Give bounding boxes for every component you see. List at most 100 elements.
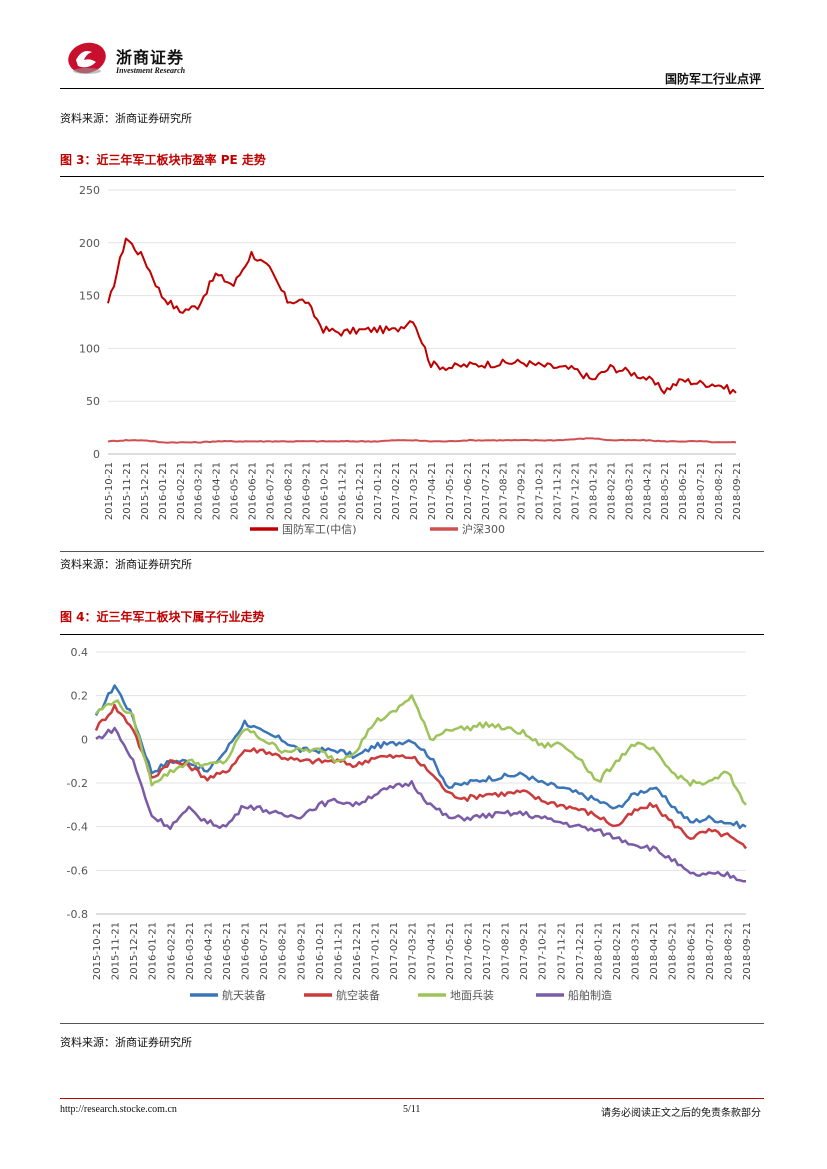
legend-label: 地面兵装 [450, 989, 494, 1002]
x-tick-label: 2016-07-21 [265, 462, 276, 520]
x-tick-label: 2015-12-21 [140, 462, 151, 520]
figure4-title: 图 4：近三年军工板块下属子行业走势 [60, 610, 265, 624]
x-tick-label: 2018-04-21 [649, 922, 660, 980]
x-tick-label: 2017-03-21 [409, 462, 420, 520]
figure4-source: 资料来源：浙商证券研究所 [60, 1036, 192, 1049]
series-line [94, 694, 747, 806]
y-tick-label: -0.6 [67, 864, 88, 877]
y-tick-label: -0.4 [67, 821, 88, 834]
x-tick-label: 2015-10-21 [92, 922, 103, 980]
x-tick-label: 2016-04-21 [203, 922, 214, 980]
x-tick-label: 2016-08-21 [278, 922, 289, 980]
x-tick-label: 2017-01-21 [371, 922, 382, 980]
y-tick-label: 0.2 [71, 690, 89, 703]
x-tick-label: 2016-07-21 [259, 922, 270, 980]
x-tick-label: 2018-05-21 [660, 462, 671, 520]
x-tick-label: 2017-01-21 [373, 462, 384, 520]
x-tick-label: 2015-12-21 [129, 922, 140, 980]
series-line [94, 703, 748, 850]
x-tick-label: 2017-05-21 [445, 922, 456, 980]
x-tick-label: 2017-03-21 [408, 922, 419, 980]
figure3-title: 图 3：近三年军工板块市盈率 PE 走势 [60, 153, 266, 167]
header-rule [60, 88, 764, 89]
x-tick-label: 2017-12-21 [575, 922, 586, 980]
x-tick-label: 2016-06-21 [248, 462, 259, 520]
legend-label: 航空装备 [336, 988, 380, 1002]
footer-url[interactable]: http://research.stocke.com.cn [60, 1104, 177, 1115]
figure3-source: 资料来源：浙商证券研究所 [60, 558, 192, 571]
x-tick-label: 2017-07-21 [481, 462, 492, 520]
x-tick-label: 2016-08-21 [283, 462, 294, 520]
legend-label: 沪深300 [462, 522, 505, 536]
x-tick-label: 2016-01-21 [158, 462, 169, 520]
x-tick-label: 2016-03-21 [194, 462, 205, 520]
x-tick-label: 2017-06-21 [463, 462, 474, 520]
x-tick-label: 2017-06-21 [463, 922, 474, 980]
x-tick-label: 2016-09-21 [296, 922, 307, 980]
x-tick-label: 2015-11-21 [122, 462, 133, 520]
x-tick-label: 2017-11-21 [556, 922, 567, 980]
x-tick-label: 2016-01-21 [148, 922, 159, 980]
y-tick-label: 250 [79, 184, 100, 197]
legend-label: 国防军工(中信) [282, 522, 357, 536]
x-tick-label: 2018-03-21 [631, 922, 642, 980]
brand-name-en: Investment Research [116, 66, 186, 75]
y-tick-label: 0 [93, 448, 100, 461]
y-tick-label: -0.2 [67, 777, 88, 790]
pe-chart: 0 50 100 150 200 250 2015-10-21 2015-11-21 2015-… [79, 184, 743, 536]
x-tick-label: 2015-11-21 [111, 922, 122, 980]
y-tick-label: 100 [79, 342, 100, 355]
series-line [107, 237, 737, 395]
x-tick-label: 2017-11-21 [553, 462, 564, 520]
figure3-bottom-rule [60, 551, 764, 552]
x-tick-label: 2017-02-21 [389, 922, 400, 980]
y-tick-label: 0 [81, 733, 88, 746]
series-line [95, 726, 746, 883]
y-tick-label: -0.8 [67, 908, 88, 921]
x-tick-label: 2017-04-21 [427, 462, 438, 520]
x-tick-label: 2016-11-21 [337, 462, 348, 520]
x-tick-label: 2016-11-21 [333, 922, 344, 980]
x-tick-label: 2016-10-21 [319, 462, 330, 520]
x-tick-label: 2016-05-21 [222, 922, 233, 980]
x-tick-label: 2016-12-21 [352, 922, 363, 980]
subindustry-chart: -0.8 -0.6 -0.4 -0.2 0 0.2 0.4 2015-10-21 2015-11… [67, 646, 753, 1002]
figure4-top-rule [60, 634, 764, 635]
legend-label: 航天装备 [222, 988, 266, 1002]
x-tick-label: 2016-02-21 [176, 462, 187, 520]
document-title: 国防军工行业点评 [664, 72, 761, 86]
x-tick-label: 2017-04-21 [426, 922, 437, 980]
figure3-top-rule [60, 176, 764, 177]
x-tick-label: 2017-09-21 [517, 462, 528, 520]
x-tick-label: 2017-07-21 [482, 922, 493, 980]
x-tick-label: 2017-12-21 [571, 462, 582, 520]
y-tick-label: 50 [86, 395, 100, 408]
y-tick-label: 200 [79, 237, 100, 250]
x-tick-label: 2016-02-21 [166, 922, 177, 980]
x-tick-label: 2018-01-21 [588, 462, 599, 520]
x-tick-label: 2018-08-21 [723, 922, 734, 980]
x-tick-label: 2018-06-21 [686, 922, 697, 980]
footer-rule [60, 1098, 764, 1099]
x-tick-label: 2016-04-21 [212, 462, 223, 520]
x-tick-label: 2016-06-21 [241, 922, 252, 980]
x-tick-label: 2017-02-21 [391, 462, 402, 520]
x-tick-label: 2016-09-21 [301, 462, 312, 520]
brand-name-cn: 浙商证券 [116, 48, 185, 67]
top-source-note: 资料来源：浙商证券研究所 [60, 112, 192, 125]
x-tick-label: 2018-06-21 [678, 462, 689, 520]
x-tick-label: 2017-08-21 [501, 922, 512, 980]
zheshang-logo-icon [66, 40, 108, 76]
x-tick-label: 2018-02-21 [606, 462, 617, 520]
x-tick-label: 2016-12-21 [355, 462, 366, 520]
page-number: 5/11 [403, 1104, 421, 1115]
y-tick-label: 150 [79, 290, 100, 303]
x-tick-label: 2017-05-21 [445, 462, 456, 520]
x-tick-label: 2018-07-21 [696, 462, 707, 520]
x-tick-label: 2018-01-21 [593, 922, 604, 980]
x-tick-label: 2017-10-21 [535, 462, 546, 520]
x-tick-label: 2018-04-21 [642, 462, 653, 520]
x-tick-label: 2017-09-21 [519, 922, 530, 980]
x-tick-label: 2018-08-21 [714, 462, 725, 520]
x-tick-label: 2018-09-21 [742, 922, 753, 980]
